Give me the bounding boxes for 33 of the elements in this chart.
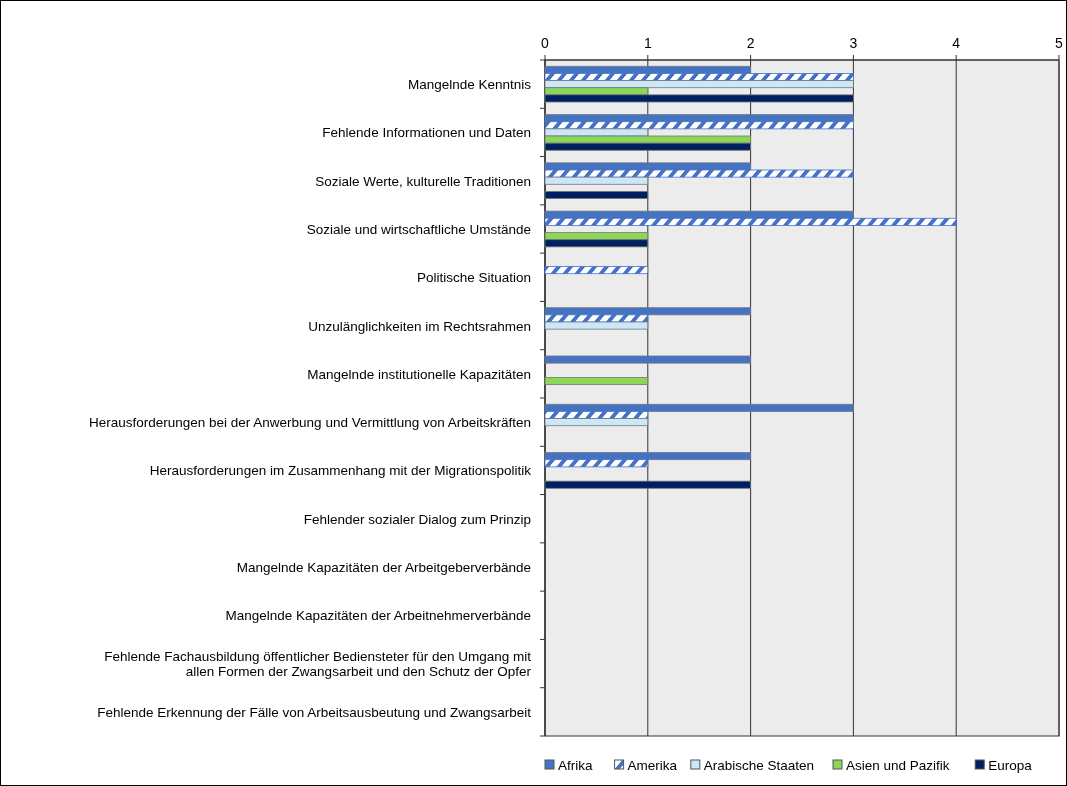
y-tick-label: Herausforderungen im Zusammenhang mit der Migrationspolitik <box>149 463 532 479</box>
y-tick-label: Herausforderungen bei der Anwerbung und Vermittlung von Arbeitskräften <box>88 415 531 431</box>
y-tick-label: Unzulänglichkeiten im Rechtsrahmen <box>308 318 531 334</box>
y-tick-label: Fehlende Erkennung der Fälle von Arbeitsausbeutung und Zwangsarbeit <box>97 704 532 720</box>
y-tick-label: Mangelnde Kapazitäten der Arbeitgeberverbände <box>236 560 531 575</box>
bar <box>544 266 649 275</box>
legend-label: Amerika <box>627 758 678 773</box>
y-tick-label: Mangelnde Kenntnis <box>407 77 532 93</box>
bar <box>544 191 649 199</box>
y-tick-label: Fehlende Informationen und Daten <box>322 125 531 141</box>
x-tick-label: 2 <box>746 35 755 51</box>
y-tick-label: Politische Situation <box>416 270 531 286</box>
bar <box>544 377 649 385</box>
bar <box>544 176 649 185</box>
legend-label: Afrika <box>558 758 593 773</box>
y-tick-label: Mangelnde institutionelle Kapazitäten <box>307 366 531 382</box>
y-tick-label: Fehlende Fachausbildung öffentlicher Bediensteter für den Umgang mit allen Formen der Zwangsarbeit und den Schutz der Opfer <box>104 649 532 680</box>
bar <box>544 480 751 489</box>
legend-label: Arabische Staaten <box>703 758 815 773</box>
y-tick-label: Soziale und wirtschaftliche Umstände <box>306 222 531 237</box>
x-tick-label: 0 <box>541 35 550 51</box>
x-tick-label: 3 <box>849 35 858 51</box>
x-tick-label: 5 <box>1055 35 1064 51</box>
x-tick-label: 4 <box>952 35 961 51</box>
bar <box>544 418 649 427</box>
y-tick-label: Mangelnde Kapazitäten der Arbeitnehmerverbände <box>225 608 531 624</box>
bar <box>544 321 649 330</box>
legend-label: Asien und Pazifik <box>846 758 950 773</box>
bar <box>544 355 751 364</box>
legend-label: Europa <box>988 758 1033 773</box>
y-tick-label: Soziale Werte, kulturelle Traditionen <box>315 173 531 189</box>
x-tick-label: 1 <box>643 35 652 51</box>
y-tick-label: Fehlender sozialer Dialog zum Prinzip <box>303 511 531 527</box>
